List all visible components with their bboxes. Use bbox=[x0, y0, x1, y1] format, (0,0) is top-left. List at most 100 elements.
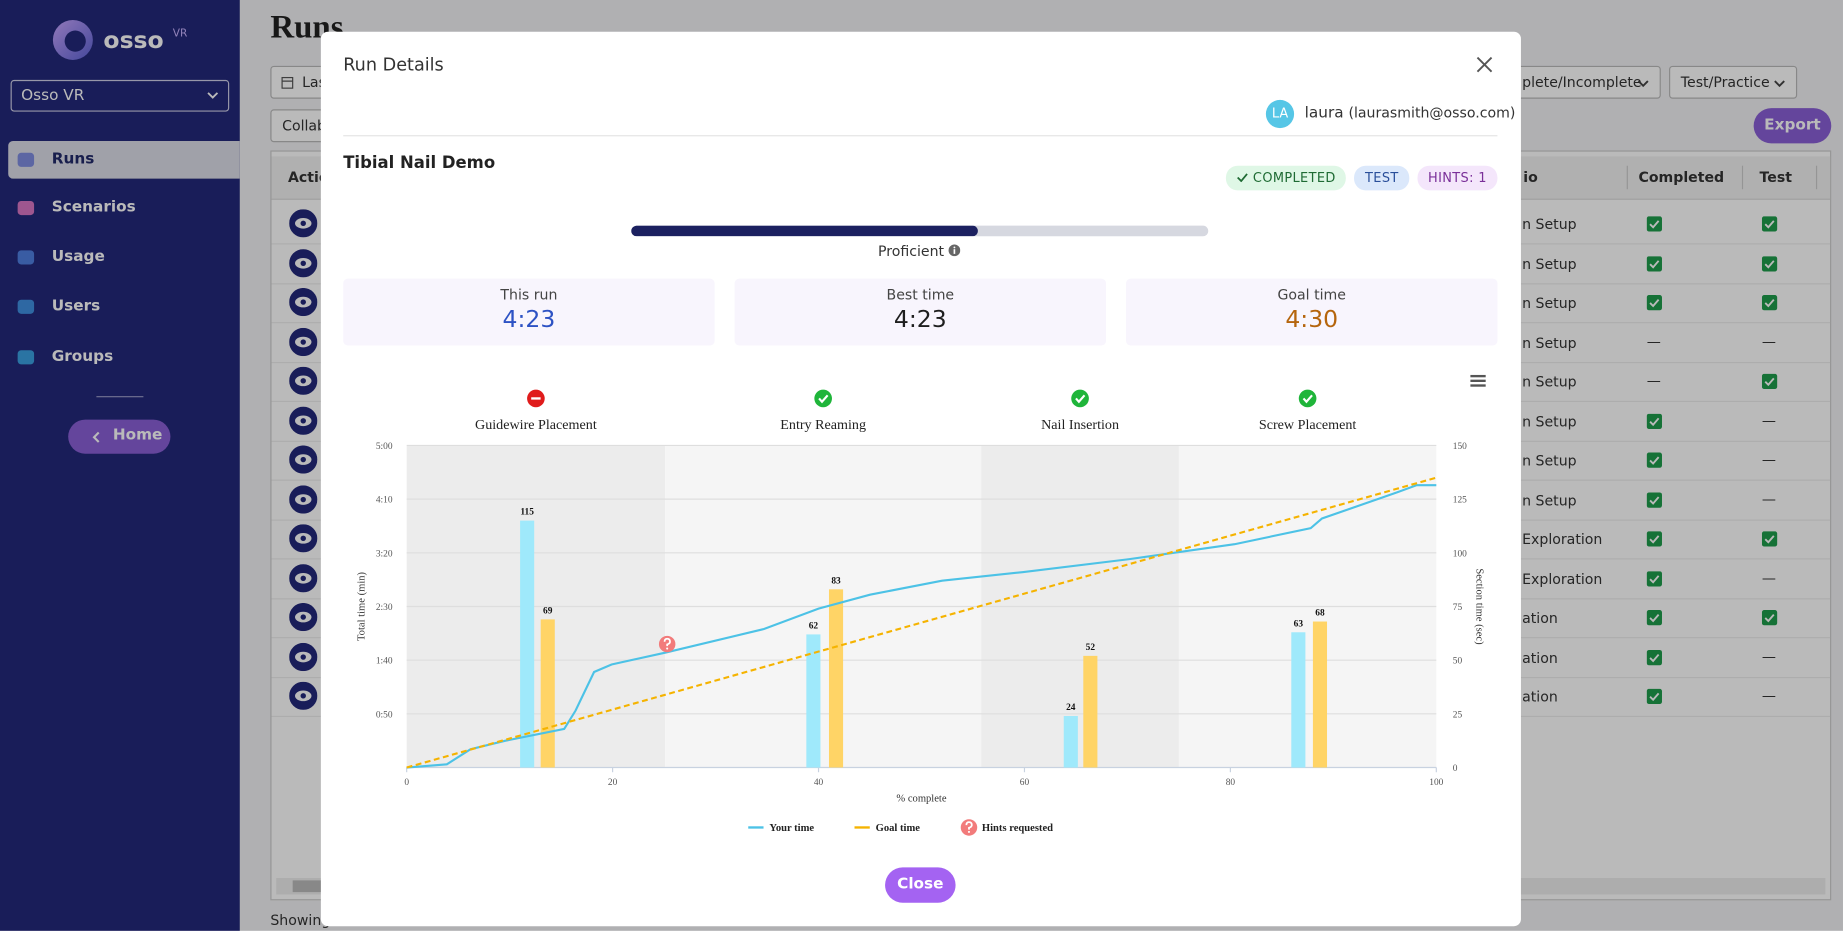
test-cell: — bbox=[1761, 490, 1776, 508]
pupil bbox=[300, 535, 306, 542]
export-button[interactable]: Export bbox=[1753, 108, 1832, 144]
scenario-cell: n Setup bbox=[1522, 491, 1577, 509]
check-mark bbox=[1764, 377, 1775, 387]
view-button[interactable] bbox=[289, 287, 318, 317]
completed-cell bbox=[1646, 531, 1662, 547]
bar bbox=[1291, 632, 1306, 768]
pupil bbox=[300, 259, 306, 266]
bar bbox=[520, 520, 535, 768]
pupil bbox=[300, 693, 306, 699]
chart: % complete Total time (min) Section time… bbox=[356, 374, 1486, 836]
x-tick-label: 40 bbox=[814, 778, 824, 788]
level: Proficient bbox=[866, 243, 972, 260]
scenario-cell: n Setup bbox=[1522, 413, 1577, 430]
check-icon bbox=[1646, 216, 1662, 232]
test-cell: — bbox=[1761, 569, 1776, 586]
test-cell bbox=[1761, 216, 1778, 232]
nav-item[interactable]: Usage bbox=[8, 239, 240, 277]
view-button[interactable] bbox=[289, 563, 318, 592]
scenario-cell: n Setup bbox=[1522, 295, 1577, 312]
nav-item[interactable]: Runs bbox=[8, 141, 240, 179]
legend-label[interactable]: Hints requested bbox=[982, 823, 1053, 834]
x-tick-label: 60 bbox=[1020, 778, 1030, 788]
check-box bbox=[1646, 413, 1662, 429]
collab-filter-label: Collab bbox=[282, 117, 327, 134]
check-icon bbox=[1761, 610, 1778, 626]
chevron bbox=[92, 431, 100, 443]
user-email: (laurasmith@osso.com) bbox=[1348, 104, 1516, 122]
column-header: Completed bbox=[1638, 169, 1725, 186]
view-button[interactable] bbox=[289, 681, 318, 710]
stat-label: Best time bbox=[886, 286, 955, 304]
y-tick-label: 4:10 bbox=[376, 496, 393, 506]
test-cell bbox=[1761, 373, 1778, 390]
nav-item[interactable]: Users bbox=[8, 288, 240, 326]
x-axis-label: % complete bbox=[896, 794, 946, 805]
test-cell: — bbox=[1761, 648, 1776, 665]
view-button[interactable] bbox=[289, 248, 318, 277]
view-button[interactable] bbox=[289, 642, 318, 671]
stat-label: This run bbox=[500, 286, 558, 304]
brand: osso bbox=[103, 26, 163, 54]
status-check bbox=[818, 394, 829, 404]
home-button[interactable]: Home bbox=[68, 419, 171, 454]
info-icon bbox=[948, 244, 961, 257]
close-icon[interactable] bbox=[1476, 56, 1493, 73]
y2-tick-label: 150 bbox=[1453, 442, 1467, 452]
check-icon bbox=[1646, 413, 1662, 429]
legend-label[interactable]: Goal time bbox=[876, 823, 921, 834]
logo: osso VR bbox=[52, 19, 188, 60]
view-button[interactable] bbox=[289, 209, 318, 238]
check-box bbox=[1646, 610, 1662, 626]
check-mark bbox=[1649, 574, 1660, 584]
scenario-cell: ation bbox=[1522, 688, 1558, 706]
test-cell: — bbox=[1761, 451, 1776, 468]
mode-filter[interactable]: Test/Practice bbox=[1669, 65, 1798, 99]
check-mark bbox=[1649, 220, 1660, 229]
section-name: Screw Placement bbox=[1259, 417, 1357, 433]
divider bbox=[343, 135, 1498, 137]
close-button[interactable]: Close bbox=[885, 867, 956, 903]
completed-cell bbox=[1646, 413, 1662, 429]
view-button[interactable] bbox=[289, 366, 318, 395]
view-button[interactable] bbox=[289, 327, 318, 356]
nav-icon bbox=[17, 350, 35, 365]
check-icon bbox=[1646, 531, 1662, 547]
pupil bbox=[300, 614, 306, 620]
chart-menu[interactable] bbox=[1470, 374, 1486, 387]
y2-tick-label: 100 bbox=[1453, 549, 1467, 559]
hint-dot bbox=[666, 647, 669, 650]
nav-item[interactable]: Groups bbox=[8, 339, 240, 377]
section-name: Entry Reaming bbox=[780, 417, 866, 433]
test-cell bbox=[1761, 610, 1778, 626]
bar-label: 69 bbox=[543, 607, 553, 617]
check-box bbox=[1761, 216, 1778, 232]
y2-tick-label: 125 bbox=[1453, 496, 1467, 506]
completed-cell bbox=[1646, 688, 1662, 705]
legend-label[interactable]: Your time bbox=[769, 823, 814, 834]
badge-hints: HINTS: 1 bbox=[1417, 165, 1498, 191]
view-button[interactable] bbox=[289, 524, 318, 553]
section-status bbox=[814, 389, 832, 408]
user: laura (laurasmith@osso.com) bbox=[1305, 105, 1516, 123]
mode-filter-label: Test/Practice bbox=[1680, 74, 1770, 91]
y-axis-label: Total time (min) bbox=[356, 571, 367, 641]
nav-item[interactable]: Scenarios bbox=[8, 189, 240, 227]
view-button[interactable] bbox=[289, 602, 318, 632]
stat-value: 4:30 bbox=[1285, 304, 1339, 333]
stat-card: This run 4:23 bbox=[343, 278, 715, 346]
check-box bbox=[1646, 255, 1662, 271]
view-button[interactable] bbox=[289, 406, 318, 435]
status-check bbox=[1075, 394, 1086, 404]
view-button[interactable] bbox=[289, 445, 318, 474]
check-icon bbox=[1761, 531, 1778, 547]
completed-cell bbox=[1646, 649, 1662, 665]
view-button[interactable] bbox=[289, 484, 318, 514]
hint-glyph bbox=[663, 637, 671, 647]
progress-fill bbox=[631, 225, 978, 237]
sidebar: osso VR Osso VR Runs Scenarios Usage Users G… bbox=[0, 0, 240, 931]
org-select[interactable]: Osso VR bbox=[10, 79, 230, 112]
pupil bbox=[300, 338, 306, 345]
y-tick-label: 1:40 bbox=[376, 657, 393, 667]
